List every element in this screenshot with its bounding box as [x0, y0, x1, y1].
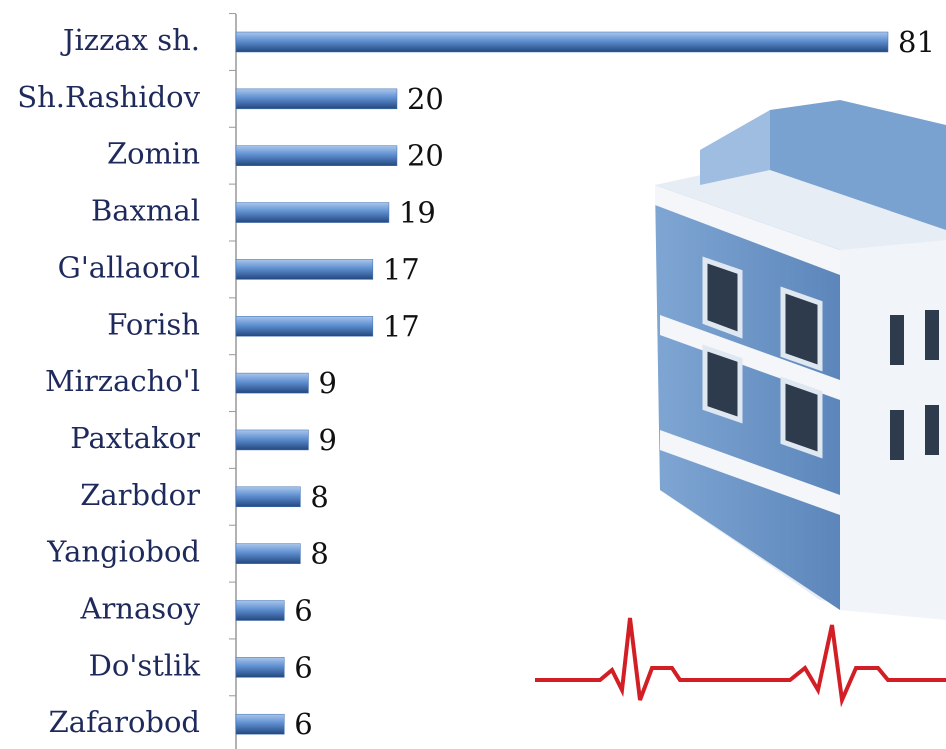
category-label: Yangiobod [46, 535, 200, 569]
bar [236, 373, 308, 393]
bar [236, 203, 389, 223]
bar [236, 544, 300, 564]
category-label: Paxtakor [70, 421, 200, 455]
bar [236, 146, 397, 166]
value-label: 6 [294, 594, 312, 628]
value-label: 20 [407, 139, 444, 173]
value-label: 9 [318, 423, 336, 457]
value-label: 20 [407, 82, 444, 116]
bar [236, 714, 284, 734]
value-label: 81 [898, 25, 935, 59]
bar [236, 657, 284, 677]
value-label: 6 [294, 707, 312, 741]
category-label: Forish [107, 307, 200, 341]
category-label: Sh.Rashidov [17, 80, 200, 114]
value-label: 17 [383, 252, 420, 286]
chart: Jizzax sh. Sh.Rashidov Zomin Baxmal G'allaor… [0, 0, 946, 749]
category-label: Zomin [107, 137, 200, 171]
bar [236, 32, 888, 52]
category-label: Do'stlik [89, 648, 201, 682]
category-label: Zafarobod [49, 705, 200, 739]
value-label: 6 [294, 650, 312, 684]
category-label: Jizzax sh. [60, 23, 200, 57]
category-label: Arnasoy [80, 592, 201, 626]
building-illustration [535, 100, 946, 700]
bar [236, 259, 373, 279]
bar [236, 316, 373, 336]
category-label: Mirzacho'l [45, 364, 200, 398]
value-label: 8 [310, 537, 328, 571]
value-label: 8 [310, 480, 328, 514]
bar [236, 89, 397, 109]
bar [236, 601, 284, 621]
category-label: G'allaorol [58, 250, 200, 284]
bar [236, 487, 300, 507]
value-label: 17 [383, 309, 420, 343]
value-label: 19 [399, 196, 436, 230]
bar [236, 430, 308, 450]
category-label: Baxmal [91, 194, 200, 228]
category-label: Zarbdor [80, 478, 200, 512]
value-label: 9 [318, 366, 336, 400]
